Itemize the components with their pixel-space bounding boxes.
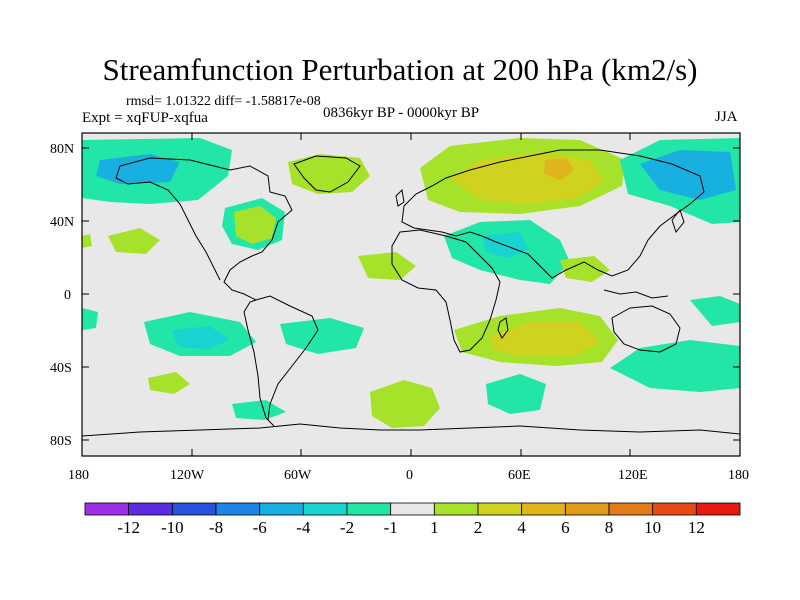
lon-label-120e: 120E [618, 468, 648, 483]
colorbar-swatch [215, 502, 261, 516]
coastline [293, 155, 361, 193]
colorbar-label: 2 [473, 518, 483, 537]
contour-area [280, 318, 364, 354]
stats-text: rmsd= 1.01322 diff= -1.58817e-08 [126, 94, 321, 109]
coastline [603, 289, 669, 299]
contour-area [172, 326, 230, 350]
colorbar-label: 4 [517, 518, 526, 537]
coastline [243, 295, 319, 427]
plot-title: Streamfunction Perturbation at 200 hPa (… [102, 52, 698, 87]
coastline [401, 149, 705, 279]
contour-area [82, 308, 98, 330]
colorbar-label: -8 [208, 518, 224, 537]
colorbar [84, 502, 741, 516]
colorbar-label: -2 [339, 518, 355, 537]
colorbar-swatch [652, 502, 697, 516]
colorbar-label: 6 [561, 518, 570, 537]
experiment-text: Expt = xqFUP-xqfua [82, 110, 208, 126]
contour-area [234, 206, 276, 244]
lat-label-40n: 40N [50, 215, 75, 230]
contour-area [108, 228, 160, 254]
colorbar-swatch [477, 502, 523, 516]
coastline [391, 229, 501, 353]
contour-area [690, 296, 740, 326]
coastline [671, 208, 685, 234]
contour-area [232, 400, 286, 420]
colorbar-swatch [84, 502, 130, 516]
colorbar-swatch [564, 502, 610, 516]
season-text: JJA [715, 109, 738, 125]
colorbar-label: -12 [117, 518, 140, 537]
colorbar-swatch [128, 502, 173, 516]
colorbar-swatch [302, 502, 348, 516]
colorbar-swatch [433, 502, 479, 516]
colorbar-swatch [259, 502, 304, 516]
coastline [497, 317, 509, 339]
colorbar-label: 10 [644, 518, 662, 537]
contour-area [370, 380, 440, 428]
lon-label-60w: 60W [284, 468, 312, 483]
contour-area [358, 252, 416, 280]
colorbar-swatch [390, 502, 435, 516]
colorbar-label: 1 [430, 518, 439, 537]
contour-area [544, 158, 574, 180]
colorbar-label: -6 [252, 518, 267, 537]
coastline [115, 165, 221, 281]
contour-fills [82, 138, 740, 428]
lon-label-0: 0 [406, 468, 413, 483]
coastline [611, 305, 681, 353]
contour-area [148, 372, 190, 394]
contour-area [288, 154, 370, 194]
coastlines [82, 149, 740, 437]
lon-label-60e: 60E [508, 468, 531, 483]
lon-label-120w: 120W [170, 468, 205, 483]
axis-ticks [81, 133, 741, 456]
colorbar-swatch [695, 502, 741, 516]
lat-label-40s: 40S [50, 361, 72, 376]
colorbar-label: 8 [604, 518, 614, 537]
colorbar-label: -10 [160, 518, 184, 537]
lat-label-0: 0 [64, 288, 71, 303]
contour-area [560, 256, 610, 282]
contour-area [486, 374, 546, 414]
coastline [119, 157, 293, 301]
colorbar-label: -1 [383, 518, 398, 537]
lon-label-180w: 180 [68, 468, 89, 483]
contour-area [610, 340, 740, 392]
lon-label-180e: 180 [728, 468, 749, 483]
lat-label-80s: 80S [50, 434, 72, 449]
contour-area [490, 322, 600, 356]
coastline [395, 188, 405, 207]
colorbar-label: 12 [687, 518, 705, 537]
colorbar-swatch [171, 502, 217, 516]
coastline [82, 423, 740, 437]
lat-label-80n: 80N [50, 142, 75, 157]
contour-area [82, 234, 92, 248]
period-text: 0836kyr BP - 0000kyr BP [323, 105, 480, 121]
colorbar-swatch [521, 502, 566, 516]
colorbar-swatch [346, 502, 392, 516]
colorbar-label: -4 [296, 518, 311, 537]
colorbar-swatch [608, 502, 654, 516]
